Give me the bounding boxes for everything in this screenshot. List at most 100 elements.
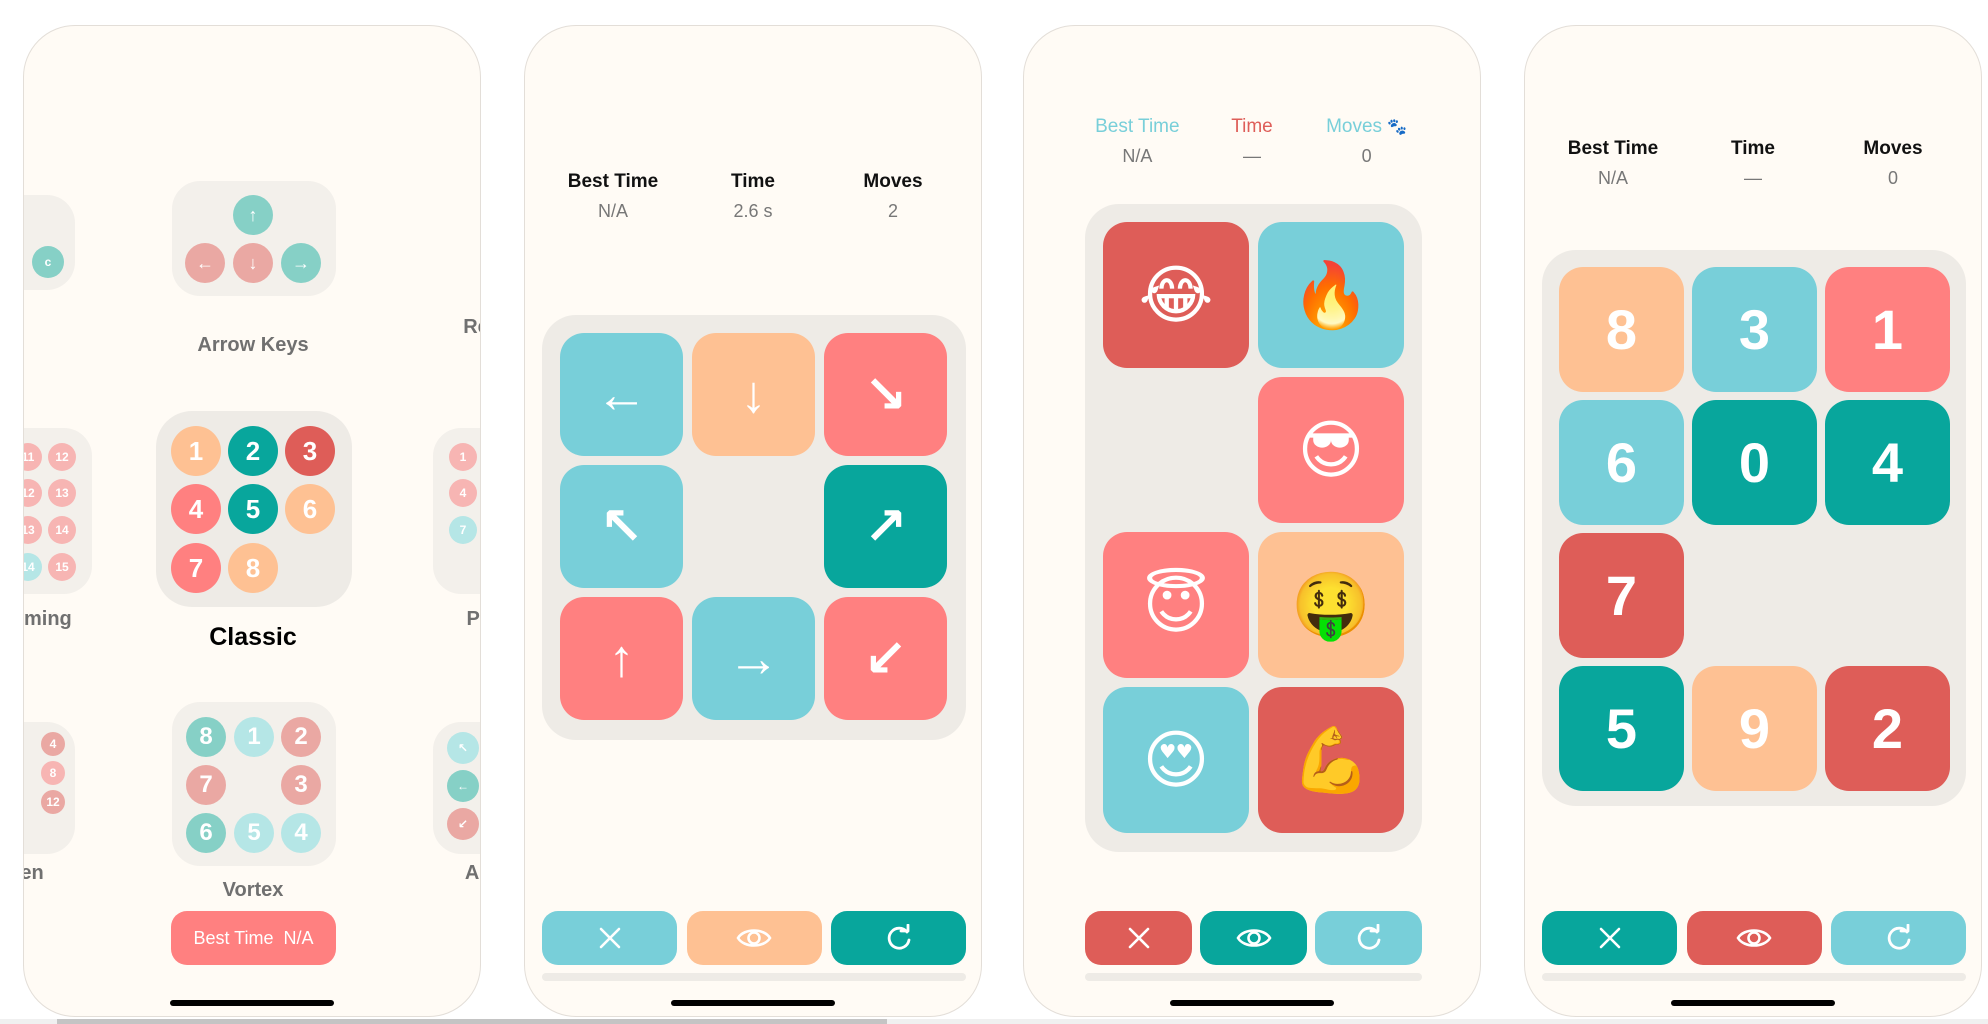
horizontal-scrollbar-track[interactable]: [0, 1019, 1988, 1024]
mode-preview-circle: ↓: [233, 243, 273, 283]
puzzle-tile[interactable]: 0: [1692, 400, 1817, 525]
mode-label-arrow-keys: Arrow Keys: [197, 334, 309, 356]
mode-preview-circle: 12: [24, 479, 42, 507]
puzzle-tile[interactable]: ↗: [824, 465, 947, 588]
puzzle-tile[interactable]: 😍: [1103, 687, 1249, 833]
refresh-icon: [1885, 924, 1913, 952]
stat-value: N/A: [1597, 168, 1628, 188]
puzzle-tile[interactable]: 5: [1559, 666, 1684, 791]
mode-preview-circle: 1: [234, 717, 274, 757]
puzzle-tile[interactable]: ↖: [560, 465, 683, 588]
puzzle-board: 😂 🔥 😎 😇 🤑 😍 💪: [1085, 204, 1422, 852]
stat-value: N/A: [597, 201, 628, 221]
reveal-button[interactable]: [686, 911, 822, 965]
close-icon: [1126, 925, 1152, 951]
mode-preview-circle: 4: [281, 813, 321, 853]
close-button[interactable]: [542, 911, 677, 965]
reveal-button[interactable]: [1686, 911, 1822, 965]
stat-best-time: Best Time N/A: [1080, 116, 1195, 167]
puzzle-tile[interactable]: 😇: [1103, 532, 1249, 678]
stat-label: Moves: [863, 171, 923, 192]
stat-label: Moves: [1863, 138, 1923, 159]
stats-header: Best Time N/A Time 2.6 s Moves 2: [525, 171, 981, 222]
puzzle-tile[interactable]: ↙: [824, 597, 947, 720]
mode-preview-circle: 7: [171, 543, 221, 593]
stat-label: Time: [730, 171, 775, 192]
puzzle-tile[interactable]: ←: [560, 333, 683, 456]
stat-label: Best Time: [1095, 116, 1180, 137]
mode-preview-circle: 4: [41, 732, 65, 756]
stat-label: Moves: [1326, 116, 1383, 137]
stat-value: 2: [887, 201, 898, 221]
puzzle-tile[interactable]: 6: [1559, 400, 1684, 525]
stat-value: —: [1744, 168, 1762, 188]
puzzle-tile[interactable]: ↓: [692, 333, 815, 456]
close-button[interactable]: [1542, 911, 1677, 965]
best-time-value: N/A: [283, 927, 314, 948]
stat-value: N/A: [1122, 146, 1153, 166]
mode-preview-circle: 15: [48, 553, 76, 581]
close-button[interactable]: [1085, 911, 1192, 965]
puzzle-tile[interactable]: 8: [1559, 267, 1684, 392]
best-time-button[interactable]: Best Time N/A: [171, 911, 336, 965]
puzzle-tile[interactable]: 😎: [1258, 377, 1404, 523]
puzzle-tile[interactable]: ↑: [560, 597, 683, 720]
stat-time: Time —: [1683, 138, 1823, 189]
mode-label-partial: rming: [24, 608, 72, 630]
stat-value: 0: [1887, 168, 1898, 188]
mode-label-partial: en: [24, 862, 44, 884]
restart-button[interactable]: [1315, 911, 1422, 965]
eye-icon: [736, 926, 772, 950]
stat-value: 0: [1361, 146, 1372, 166]
mode-label-classic: Classic: [209, 623, 297, 651]
mode-preview-circle: 1: [449, 443, 477, 471]
puzzle-tile[interactable]: →: [692, 597, 815, 720]
control-buttons: [542, 911, 966, 965]
mode-preview-circle: 1: [171, 426, 221, 476]
mode-preview-circle: ↖: [447, 732, 479, 764]
home-indicator: [1170, 1000, 1334, 1006]
puzzle-tile[interactable]: 3: [1692, 267, 1817, 392]
arrow-game-screen: Best Time N/A Time 2.6 s Moves 2 ← ↓ ↘ ↖ ↗ ↑ → ↙: [524, 25, 982, 1017]
puzzle-tile[interactable]: 🔥: [1258, 222, 1404, 368]
mode-preview-circle: 8: [41, 761, 65, 785]
puzzle-tile[interactable]: 🤑: [1258, 532, 1404, 678]
mode-preview-circle: 13: [24, 516, 42, 544]
puzzle-tile[interactable]: 1: [1825, 267, 1950, 392]
puzzle-tile[interactable]: 7: [1559, 533, 1684, 658]
puzzle-tile[interactable]: 💪: [1258, 687, 1404, 833]
mode-preview-circle: 14: [48, 516, 76, 544]
emoji-game-screen: Best Time N/A Time — Moves 🐾 0 😂 🔥 😎 😇 🤑 😍 💪: [1023, 25, 1481, 1017]
mode-preview-circle: ↑: [233, 195, 273, 235]
mode-preview-circle: 3: [281, 765, 321, 805]
mode-preview-circle: ←: [447, 770, 479, 802]
mode-preview-circle: 8: [186, 717, 226, 757]
mode-preview-circle: 6: [186, 813, 226, 853]
mode-preview-circle: 4: [171, 484, 221, 534]
stat-time: Time —: [1195, 116, 1310, 167]
puzzle-tile[interactable]: ↘: [824, 333, 947, 456]
mode-preview-circle: 4: [449, 479, 477, 507]
mode-preview-circle: 2: [281, 717, 321, 757]
puzzle-tile[interactable]: 9: [1692, 666, 1817, 791]
puzzle-tile[interactable]: 4: [1825, 400, 1950, 525]
mode-preview-circle: 6: [285, 484, 335, 534]
puzzle-tile[interactable]: 😂: [1103, 222, 1249, 368]
mode-label-partial: Pl: [466, 608, 480, 630]
mode-preview-circle: ←: [185, 243, 225, 283]
stat-label: Time: [1730, 138, 1775, 159]
mode-preview-circle: 5: [228, 484, 278, 534]
restart-button[interactable]: [1831, 911, 1966, 965]
stat-moves: Moves 🐾 0: [1309, 116, 1424, 167]
progress-bar: [1542, 973, 1966, 981]
mode-select-screen: ↑←↓→1234567881273654c1112121313141415481…: [23, 25, 481, 1017]
stat-moves: Moves 0: [1823, 138, 1963, 189]
stat-value: —: [1243, 146, 1261, 166]
mode-label-vortex: Vortex: [222, 879, 284, 901]
mode-preview-circle: 14: [24, 553, 42, 581]
reveal-button[interactable]: [1200, 911, 1307, 965]
refresh-icon: [1355, 924, 1383, 952]
puzzle-tile[interactable]: 2: [1825, 666, 1950, 791]
restart-button[interactable]: [831, 911, 966, 965]
horizontal-scrollbar-thumb[interactable]: [57, 1019, 887, 1024]
